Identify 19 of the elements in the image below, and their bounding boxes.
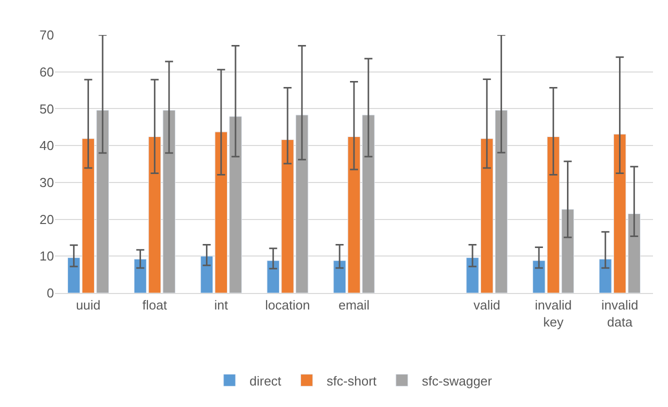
x-tick-label: invalid key bbox=[534, 298, 572, 330]
y-tick-label: 40 bbox=[40, 138, 54, 154]
x-tick-label: email bbox=[338, 298, 370, 313]
y-tick-label: 50 bbox=[40, 101, 54, 116]
legend-label: sfc-short bbox=[326, 373, 377, 388]
y-tick-label: 0 bbox=[46, 286, 54, 301]
legend-label: sfc-swagger bbox=[422, 373, 493, 388]
y-tick-label: 30 bbox=[40, 174, 54, 190]
x-tick-label: invalid data bbox=[601, 298, 638, 330]
x-tick-label: uuid bbox=[76, 298, 101, 313]
y-tick-label: 70 bbox=[40, 28, 54, 43]
y-tick-label: 60 bbox=[40, 64, 54, 80]
x-tick-label: valid bbox=[474, 298, 500, 313]
y-tick-label: 10 bbox=[40, 248, 54, 264]
x-tick-label: float bbox=[142, 298, 168, 313]
y-tick-label: 20 bbox=[40, 212, 54, 227]
x-tick-label: int bbox=[214, 298, 228, 313]
legend-label: direct bbox=[250, 373, 282, 388]
x-tick-label: location bbox=[265, 298, 310, 313]
